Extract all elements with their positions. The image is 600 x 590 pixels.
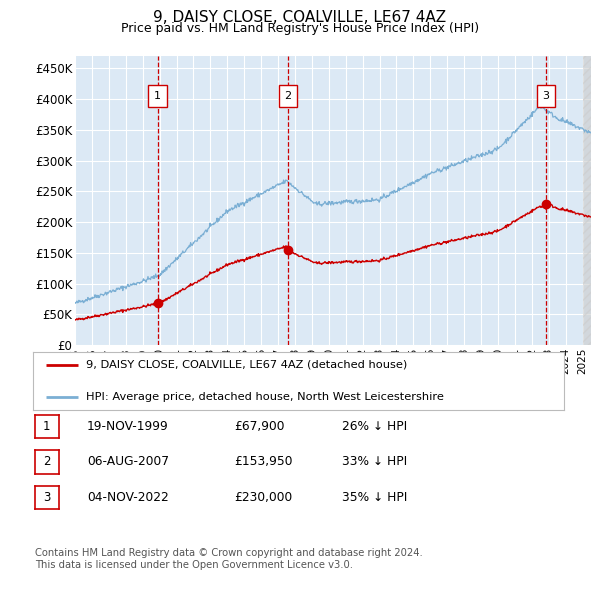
Text: 1: 1 bbox=[154, 91, 161, 101]
Text: £67,900: £67,900 bbox=[234, 420, 284, 433]
Text: Price paid vs. HM Land Registry's House Price Index (HPI): Price paid vs. HM Land Registry's House … bbox=[121, 22, 479, 35]
FancyBboxPatch shape bbox=[148, 85, 167, 107]
Text: 3: 3 bbox=[43, 491, 50, 504]
Text: 33% ↓ HPI: 33% ↓ HPI bbox=[342, 455, 407, 468]
Text: 06-AUG-2007: 06-AUG-2007 bbox=[87, 455, 169, 468]
Text: HPI: Average price, detached house, North West Leicestershire: HPI: Average price, detached house, Nort… bbox=[86, 392, 444, 402]
Text: 2: 2 bbox=[284, 91, 292, 101]
Text: 04-NOV-2022: 04-NOV-2022 bbox=[87, 491, 169, 504]
Text: 9, DAISY CLOSE, COALVILLE, LE67 4AZ: 9, DAISY CLOSE, COALVILLE, LE67 4AZ bbox=[154, 10, 446, 25]
Text: 26% ↓ HPI: 26% ↓ HPI bbox=[342, 420, 407, 433]
FancyBboxPatch shape bbox=[536, 85, 556, 107]
Bar bbox=[583, 56, 591, 345]
FancyBboxPatch shape bbox=[278, 85, 298, 107]
Text: 3: 3 bbox=[542, 91, 550, 101]
Text: £153,950: £153,950 bbox=[234, 455, 293, 468]
Text: £230,000: £230,000 bbox=[234, 491, 292, 504]
Text: 2: 2 bbox=[43, 455, 50, 468]
Text: 19-NOV-1999: 19-NOV-1999 bbox=[87, 420, 169, 433]
Text: 1: 1 bbox=[43, 420, 50, 433]
Text: This data is licensed under the Open Government Licence v3.0.: This data is licensed under the Open Gov… bbox=[35, 560, 353, 571]
Text: Contains HM Land Registry data © Crown copyright and database right 2024.: Contains HM Land Registry data © Crown c… bbox=[35, 548, 422, 558]
Text: 9, DAISY CLOSE, COALVILLE, LE67 4AZ (detached house): 9, DAISY CLOSE, COALVILLE, LE67 4AZ (det… bbox=[86, 360, 407, 370]
Text: 35% ↓ HPI: 35% ↓ HPI bbox=[342, 491, 407, 504]
